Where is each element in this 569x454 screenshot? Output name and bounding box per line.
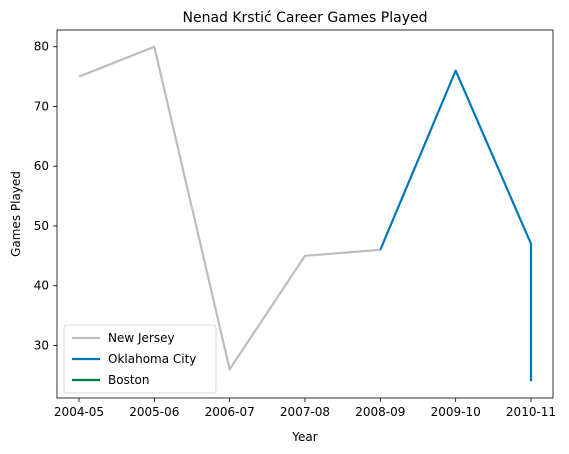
x-tick-label: 2010-11 (506, 405, 556, 419)
series-line-oklahoma-city (379, 69, 533, 382)
x-tick-label: 2008-09 (355, 405, 405, 419)
series-layer (78, 45, 533, 382)
legend-label: New Jersey (108, 331, 175, 345)
y-tick-label: 80 (34, 40, 49, 54)
x-tick-label: 2007-08 (280, 405, 330, 419)
chart-title: Nenad Krstić Career Games Played (183, 10, 428, 26)
x-axis-label: Year (291, 430, 317, 444)
y-tick-label: 40 (34, 279, 49, 293)
x-tick-label: 2005-06 (129, 405, 179, 419)
series-line-new-jersey (78, 45, 381, 371)
y-tick-label: 50 (34, 219, 49, 233)
legend: New Jersey Oklahoma City Boston (63, 324, 217, 394)
y-axis-label: Games Played (9, 171, 23, 257)
legend-box (63, 324, 217, 394)
y-tick-label: 60 (34, 159, 49, 173)
y-axis: 30 40 50 60 70 80 (34, 40, 57, 352)
y-tick-label: 30 (34, 338, 49, 352)
x-axis: 2004-05 2005-06 2006-07 2007-08 2008-09 2009-… (54, 398, 556, 419)
y-tick-label: 70 (34, 99, 49, 113)
x-tick-label: 2009-10 (431, 405, 481, 419)
legend-label: Oklahoma City (108, 352, 196, 366)
x-tick-label: 2006-07 (205, 405, 255, 419)
legend-label: Boston (108, 373, 149, 387)
x-tick-label: 2004-05 (54, 405, 104, 419)
